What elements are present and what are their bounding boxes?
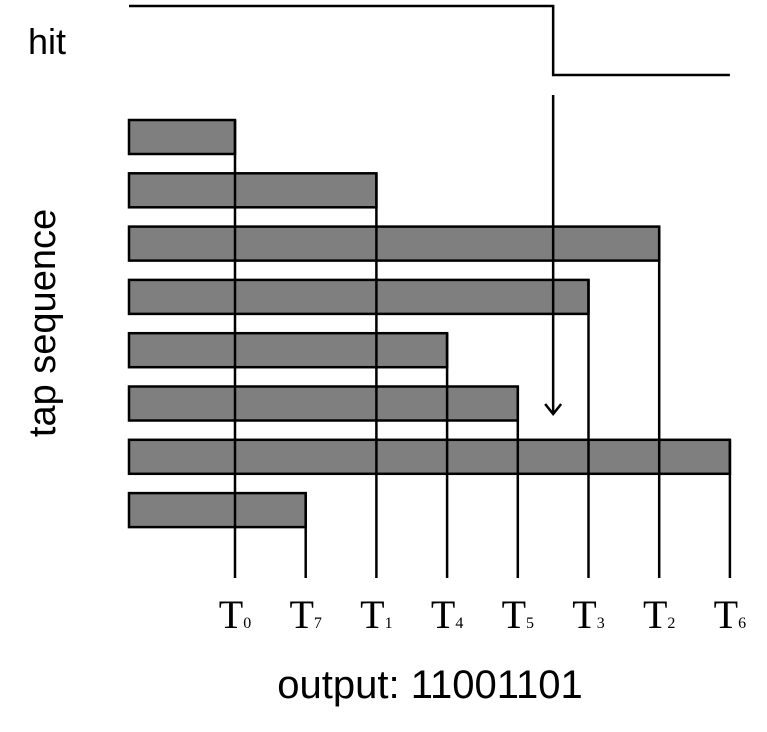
tap-bar-7: [127, 491, 307, 529]
tap-label-6: T6: [714, 592, 746, 637]
tap-bar-1: [127, 172, 378, 209]
hit-arrow: [544, 95, 563, 417]
tap-label-3: T3: [572, 592, 604, 637]
tap-bar-3: [127, 278, 590, 316]
output-text: output: 11001101: [277, 663, 582, 707]
tap-time-labels: T0 T1 T2 T3 T4 T5 T6 T7: [219, 592, 746, 637]
tap-label-0: T0: [219, 592, 251, 637]
tap-bar-4: [127, 331, 449, 369]
tap-label-5: T5: [502, 592, 534, 637]
tap-label-7: T7: [289, 592, 321, 637]
tap-timing-lines: [233, 120, 732, 578]
hit-signal: [129, 4, 730, 77]
tap-label-4: T4: [431, 592, 463, 637]
tap-bar-0: [127, 118, 237, 156]
tap-sequence-label: tap sequence: [22, 209, 64, 437]
hit-signal-line: [129, 4, 730, 77]
tap-label-2: T2: [643, 592, 675, 637]
tap-bars: [127, 118, 732, 529]
arrow-head: [544, 403, 563, 417]
hit-label: hit: [28, 21, 66, 62]
tap-bar-2: [127, 225, 661, 262]
tap-bar-5: [127, 385, 520, 422]
tap-label-1: T1: [360, 592, 392, 637]
tap-bar-6: [127, 438, 732, 476]
